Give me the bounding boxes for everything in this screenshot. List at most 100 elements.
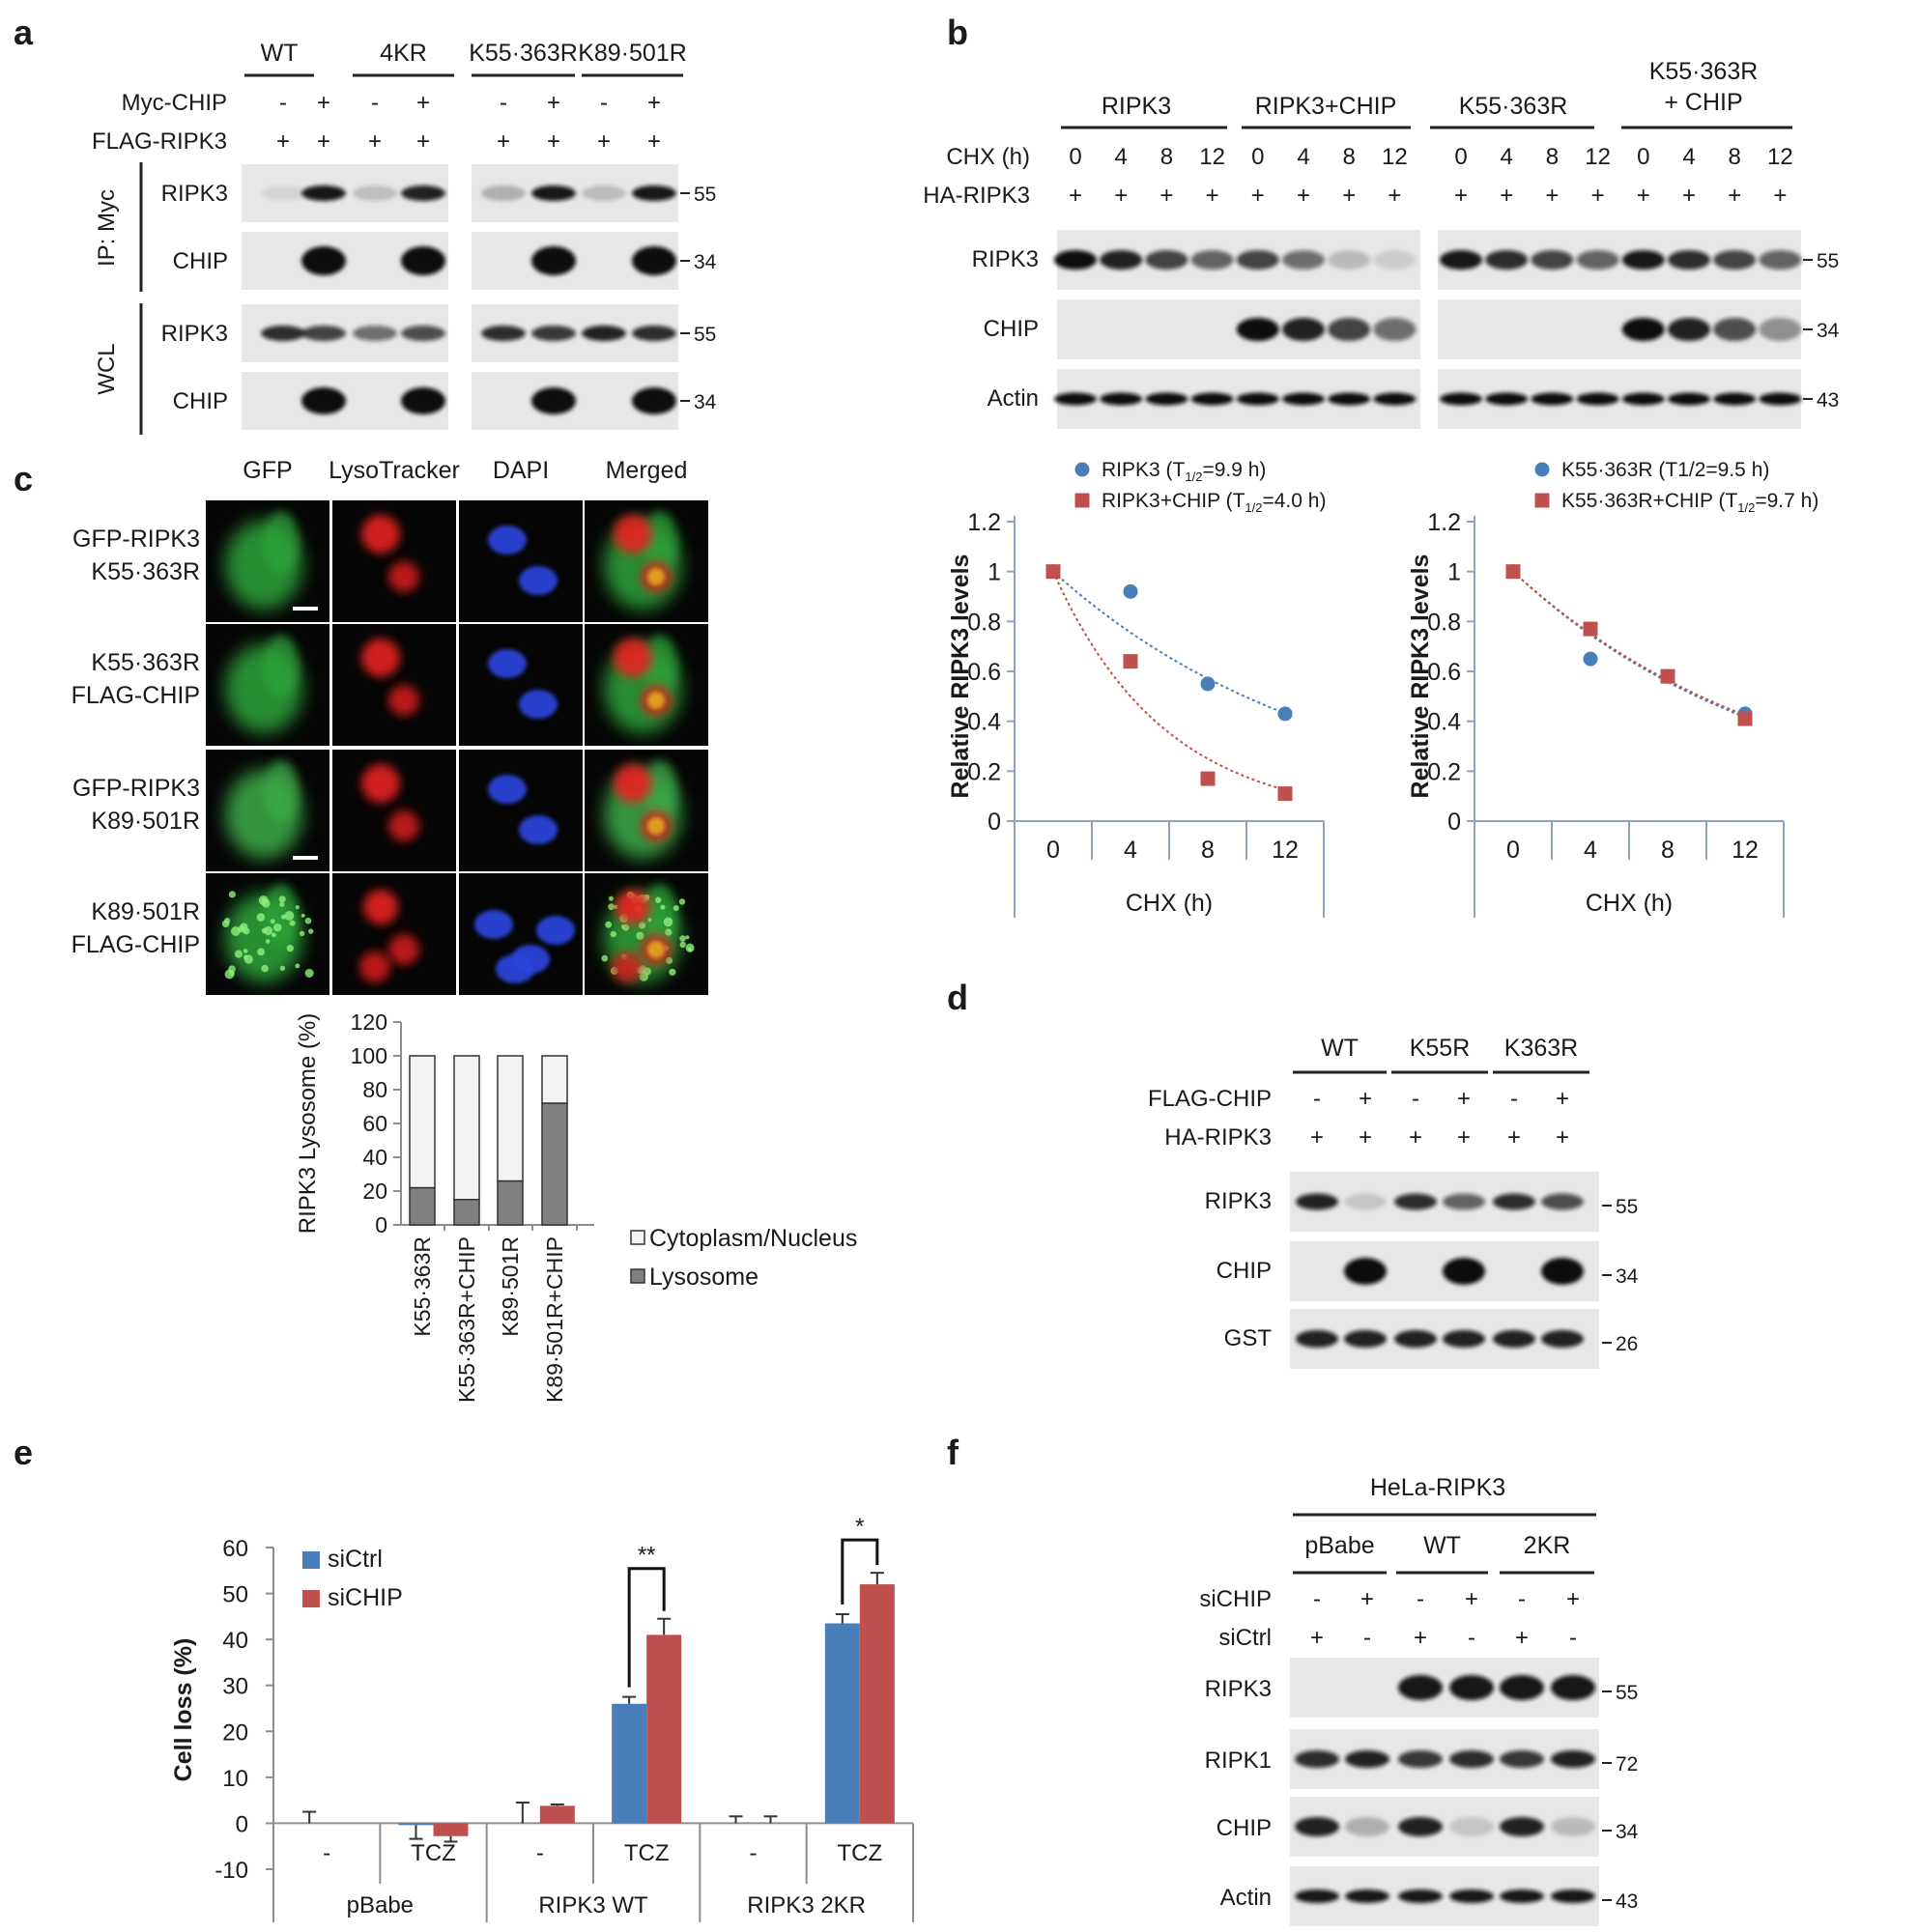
legend-subscript: 1/2 — [1737, 500, 1755, 515]
gfp-puncta — [295, 905, 300, 910]
cell-gfp — [643, 511, 677, 573]
lane-value: + — [1069, 183, 1082, 209]
lane-value: 8 — [1160, 144, 1173, 170]
blot-band — [1100, 250, 1143, 270]
row-label: siCtrl — [1218, 1625, 1272, 1651]
x-tick-label: 12 — [1732, 837, 1759, 864]
band-core — [632, 246, 676, 275]
band-core — [1236, 250, 1279, 270]
band-core — [1145, 250, 1188, 270]
band-core — [1440, 392, 1482, 406]
gfp-puncta — [272, 923, 282, 932]
micrograph-tile — [206, 624, 329, 746]
lane-sign: - — [1518, 1586, 1526, 1612]
blot-band — [1759, 250, 1802, 270]
blot-band — [481, 326, 526, 341]
band-core — [1621, 318, 1665, 341]
side-label: IP: Myc — [94, 189, 120, 267]
band-core — [1759, 392, 1802, 406]
micrograph-tile — [332, 873, 456, 995]
legend-swatch — [1534, 462, 1550, 477]
gfp-puncta — [301, 913, 305, 918]
scale-bar — [293, 856, 318, 860]
panel-letter-a: a — [14, 13, 34, 52]
blot-layer — [242, 164, 1802, 1926]
row-label: FLAG-CHIP — [72, 682, 200, 709]
gfp-puncta — [271, 932, 276, 938]
bar-segment — [409, 1055, 436, 1189]
x-tick-label: K89·501R+CHIP — [542, 1236, 567, 1403]
micrograph-tile — [585, 873, 708, 995]
blot-band — [1440, 250, 1482, 270]
group-label: pBabe — [1304, 1532, 1374, 1559]
blot-band — [301, 326, 346, 341]
lane-value: + — [1728, 183, 1741, 209]
gfp-puncta — [261, 964, 269, 973]
blot-band — [1541, 1193, 1584, 1210]
micrograph-tile — [459, 750, 583, 871]
cell-gfp — [264, 635, 299, 696]
cell-gfp — [643, 760, 677, 822]
micrograph-tile — [459, 500, 583, 622]
band-core — [481, 185, 526, 201]
gfp-puncta — [673, 905, 679, 912]
blot-band — [1344, 1193, 1387, 1210]
band-core — [1668, 250, 1710, 270]
legend-name: RIPK3+CHIP (T — [1102, 490, 1245, 512]
x-axis-label: CHX (h) — [1586, 890, 1673, 917]
lane-sign: + — [1515, 1625, 1529, 1651]
gfp-puncta — [261, 898, 271, 908]
band-core — [261, 185, 305, 201]
band-core — [1054, 392, 1097, 406]
y-tick-label: 0.2 — [1427, 758, 1461, 785]
y-tick-label: 1.2 — [967, 509, 1001, 536]
nucleus-dapi — [496, 954, 534, 983]
band-core — [1345, 1817, 1389, 1836]
blot-band — [531, 326, 576, 341]
nucleus-dapi — [519, 690, 558, 719]
legend-swatch — [1534, 493, 1550, 508]
band-core — [1713, 392, 1757, 406]
blot-band — [1236, 250, 1279, 270]
lane-sign: + — [1360, 1586, 1374, 1612]
decay-chart — [1467, 462, 1785, 918]
band-core — [1493, 1330, 1535, 1348]
blot-band — [353, 185, 397, 201]
colocalization — [647, 941, 665, 958]
gfp-puncta — [669, 968, 676, 976]
band-core — [401, 387, 445, 414]
lane-sign: + — [597, 128, 611, 155]
gfp-puncta — [279, 901, 285, 907]
band-core — [1443, 1330, 1485, 1348]
group-label: WT — [261, 40, 299, 67]
blot-band — [1236, 392, 1279, 406]
lane-sign: + — [416, 128, 430, 155]
blot-band — [1576, 250, 1619, 270]
lane-sign: + — [547, 90, 560, 116]
microscopy-layer — [206, 500, 708, 995]
band-core — [1713, 250, 1757, 270]
band-core — [1373, 250, 1417, 270]
band-core — [1576, 392, 1619, 406]
lane-sign: + — [647, 128, 661, 155]
y-axis-label: RIPK3 Lysosome (%) — [295, 1013, 321, 1235]
lysosome-signal — [614, 639, 652, 677]
band-core — [632, 326, 676, 341]
blot-membrane — [1290, 1729, 1599, 1789]
gfp-puncta — [284, 911, 295, 921]
lysosome-signal — [361, 515, 400, 554]
lysosome-signal — [614, 515, 652, 554]
blot-band — [1713, 318, 1757, 341]
blot-band — [1621, 250, 1665, 270]
blot-band — [1373, 318, 1417, 341]
lane-value: 4 — [1501, 144, 1513, 170]
lysosome-signal — [361, 764, 400, 803]
lane-value: 0 — [1637, 144, 1649, 170]
x-axis-label: CHX (h) — [1126, 890, 1213, 917]
gfp-puncta — [261, 927, 268, 934]
x-tick-label: 12 — [1272, 837, 1299, 864]
mw-label: 55 — [1817, 250, 1839, 272]
band-core — [1551, 1817, 1595, 1836]
band-core — [531, 246, 576, 275]
